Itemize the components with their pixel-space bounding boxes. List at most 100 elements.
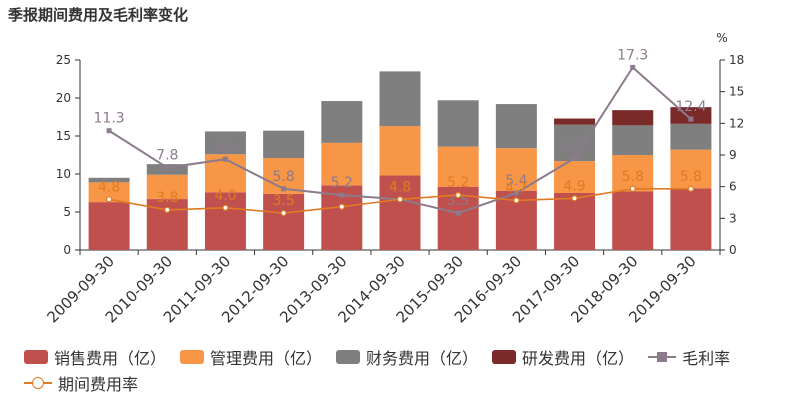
legend-swatch xyxy=(336,350,361,364)
line-point xyxy=(688,116,694,122)
legend-item: 销售费用（亿） xyxy=(24,344,166,370)
data-label: 3.8 xyxy=(156,190,178,206)
line-point xyxy=(164,165,170,171)
line-point xyxy=(105,196,113,203)
line-point xyxy=(455,210,461,216)
data-label: 5.8 xyxy=(680,169,702,185)
bar-segment xyxy=(263,130,305,159)
legend-label: 销售费用（亿） xyxy=(54,349,167,368)
legend-swatch xyxy=(492,350,517,364)
data-label: 4.0 xyxy=(214,188,236,204)
chart-title: 季报期间费用及毛利率变化 xyxy=(8,6,189,24)
data-label: 4.9 xyxy=(563,178,585,194)
data-label: 4.7 xyxy=(505,180,527,196)
bar-segment xyxy=(379,175,421,250)
bar-segment xyxy=(612,191,654,250)
line-point xyxy=(106,128,112,134)
data-label: 11.3 xyxy=(94,111,125,127)
y-left-tick-label: 10 xyxy=(56,167,71,181)
legend-swatch xyxy=(24,350,48,364)
bar-segment xyxy=(670,188,712,250)
legend-item: 财务费用（亿） xyxy=(336,344,478,370)
bar-segment xyxy=(88,182,130,203)
line-point xyxy=(222,204,229,211)
bar-segment xyxy=(670,149,712,189)
line-point xyxy=(339,192,345,198)
line-point xyxy=(629,185,636,192)
bar-segment xyxy=(263,193,305,250)
line-point xyxy=(571,195,578,202)
data-label: 3.5 xyxy=(273,193,295,209)
bar-segment xyxy=(670,123,712,150)
y-right-tick-label: 0 xyxy=(729,243,737,257)
bar-segment xyxy=(204,131,246,155)
bar-segment xyxy=(88,202,130,250)
line-point xyxy=(338,203,345,210)
line-point xyxy=(630,64,636,70)
y-left-tick-label: 5 xyxy=(63,205,71,219)
y-right-tick-label: 9 xyxy=(729,148,737,162)
legend-line-swatch xyxy=(24,376,52,390)
line-point xyxy=(687,185,695,192)
bar-segment xyxy=(88,177,130,183)
line-point xyxy=(455,192,462,199)
line-point xyxy=(396,196,404,203)
data-label: 7.8 xyxy=(156,148,178,164)
data-label: 8.7 xyxy=(563,138,585,154)
bar-segment xyxy=(321,101,363,143)
data-label: 5.4 xyxy=(505,173,527,189)
bar-segment xyxy=(204,192,246,250)
legend-line-swatch xyxy=(648,350,677,364)
bar-segment xyxy=(554,118,596,125)
line-point xyxy=(164,206,171,213)
data-label: 5.2 xyxy=(331,175,353,191)
bar-segment xyxy=(554,124,596,162)
legend-item: 期间费用率 xyxy=(24,370,138,396)
legend-label: 毛利率 xyxy=(682,349,731,368)
legend-label: 研发费用（亿） xyxy=(522,349,635,368)
legend-swatch xyxy=(180,350,205,364)
y-left-tick-label: 15 xyxy=(56,129,71,143)
y-right-tick-label: 12 xyxy=(729,116,744,130)
y-right-tick-label: 3 xyxy=(729,211,737,225)
bar-segment xyxy=(554,193,596,250)
legend-label: 财务费用（亿） xyxy=(366,349,479,368)
bar-segment xyxy=(437,100,479,147)
y-left-tick-label: 0 xyxy=(63,243,71,257)
line-point xyxy=(513,197,520,204)
data-label: 17.3 xyxy=(617,47,648,63)
legend-label: 期间费用率 xyxy=(58,375,139,394)
legend-label: 管理费用（亿） xyxy=(210,349,323,368)
bar-segment xyxy=(437,146,479,187)
bar-segment xyxy=(612,110,654,126)
line-point xyxy=(572,155,578,161)
line-point xyxy=(513,190,519,196)
data-label: 4.8 xyxy=(389,179,411,195)
data-label: 5.8 xyxy=(622,169,644,185)
y-right-tick-label: 18 xyxy=(729,53,744,67)
y-right-unit-label: % xyxy=(716,31,727,45)
data-label: 4.8 xyxy=(98,179,120,195)
data-label: 3.5 xyxy=(447,193,469,209)
bar-segment xyxy=(379,126,421,176)
chart-svg: 05101520250369121518%2009-09-302010-09-3… xyxy=(44,31,745,326)
y-left-tick-label: 25 xyxy=(56,53,71,67)
bar-segment xyxy=(379,71,421,127)
bar-segment xyxy=(495,104,537,149)
y-right-tick-label: 6 xyxy=(729,180,737,194)
legend-item: 管理费用（亿） xyxy=(180,344,322,370)
y-right-tick-label: 15 xyxy=(729,85,744,99)
data-label: 5.8 xyxy=(273,169,295,185)
line-point xyxy=(222,156,228,162)
bar-segment xyxy=(146,174,188,200)
data-label: 8.6 xyxy=(214,139,236,155)
bar-segment xyxy=(612,125,654,155)
bar-segment xyxy=(612,155,654,192)
chart-legend: 销售费用（亿） 管理费用（亿） 财务费用（亿） 研发费用（亿） 毛利率期间费用率 xyxy=(24,344,794,396)
legend-item: 研发费用（亿） xyxy=(492,344,634,370)
data-label: 12.4 xyxy=(675,99,706,115)
y-left-tick-label: 20 xyxy=(56,91,71,105)
bar-segment xyxy=(495,148,537,191)
legend-item: 毛利率 xyxy=(648,344,730,370)
